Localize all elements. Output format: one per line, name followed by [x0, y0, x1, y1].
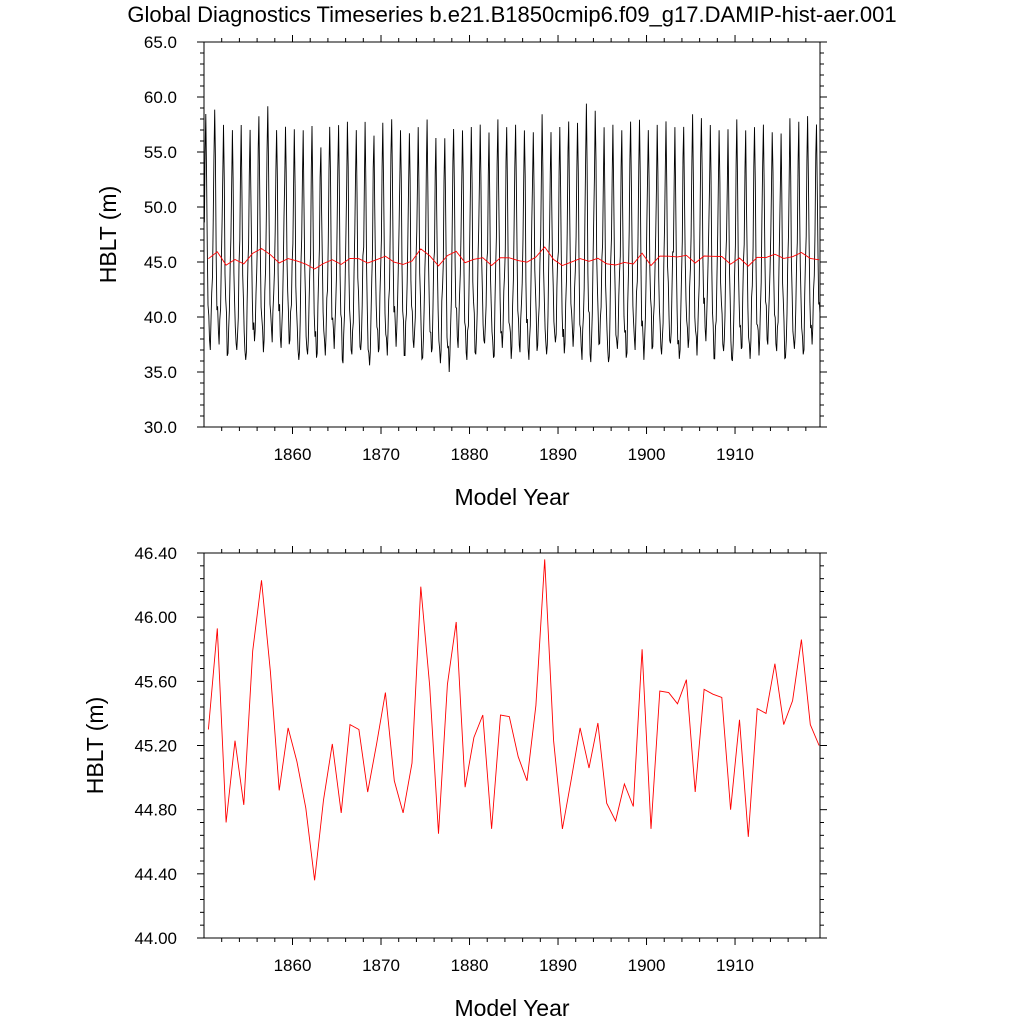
- x-tick-label: 1860: [274, 445, 312, 464]
- y-tick-label: 45.0: [144, 253, 177, 272]
- y-tick-label: 60.0: [144, 88, 177, 107]
- x-tick-label: 1860: [274, 956, 312, 975]
- x-tick-label: 1900: [628, 445, 666, 464]
- plot-1: 30.0 35.0 40.0 45.0 50.0 55.0 60.0 65.0 1860 1870…: [95, 33, 827, 510]
- y-tick-label: 65.0: [144, 33, 177, 52]
- chart-title: Global Diagnostics Timeseries b.e21.B185…: [127, 2, 897, 27]
- x-tick-label: 1910: [716, 445, 754, 464]
- y-tick-label: 46.40: [134, 544, 177, 563]
- x-axis-label: Model Year: [454, 484, 569, 510]
- annual-mean-line: [207, 559, 820, 881]
- y-tick-label: 50.0: [144, 198, 177, 217]
- y-tick-label: 40.0: [144, 308, 177, 327]
- y-tick-label: 44.40: [134, 865, 177, 884]
- y-tick-label: 30.0: [144, 418, 177, 437]
- x-tick-label: 1890: [539, 956, 577, 975]
- x-tick-label: 1880: [451, 956, 489, 975]
- y-axis-label: HBLT (m): [95, 186, 121, 284]
- plot-frame: [203, 41, 821, 428]
- y-axis-label: HBLT (m): [82, 697, 108, 795]
- x-tick-label: 1870: [362, 956, 400, 975]
- y-tick-label: 45.60: [134, 672, 177, 691]
- annual-mean-line: [208, 246, 820, 270]
- plot-2: 44.00 44.40 44.80 45.20 45.60 46.00 46.40 1860 1…: [82, 544, 827, 1021]
- plot-frame: [203, 552, 821, 939]
- x-axis-label: Model Year: [454, 995, 569, 1021]
- y-tick-label: 45.20: [134, 737, 177, 756]
- y-tick-label: 55.0: [144, 143, 177, 162]
- x-tick-label: 1900: [628, 956, 666, 975]
- x-tick-label: 1870: [362, 445, 400, 464]
- y-tick-label: 35.0: [144, 363, 177, 382]
- x-tick-label: 1910: [716, 956, 754, 975]
- y-tick-label: 46.00: [134, 608, 177, 627]
- y-tick-label: 44.80: [134, 801, 177, 820]
- monthly-series-line: [204, 103, 820, 373]
- y-tick-label: 44.00: [134, 929, 177, 948]
- x-tick-label: 1880: [451, 445, 489, 464]
- x-tick-label: 1890: [539, 445, 577, 464]
